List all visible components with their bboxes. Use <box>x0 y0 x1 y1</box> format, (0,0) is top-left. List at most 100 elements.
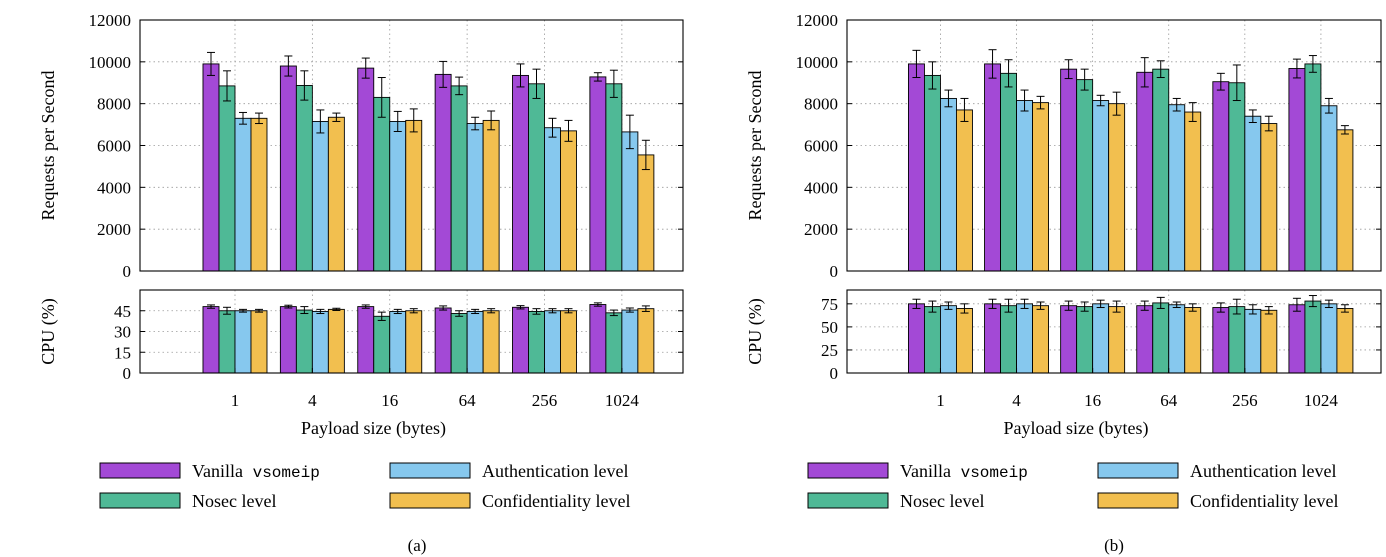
bar <box>1032 305 1049 374</box>
x-tick-label: 64 <box>459 391 477 410</box>
x-tick-label: 1 <box>231 391 240 410</box>
bar <box>389 310 407 374</box>
bar <box>560 310 577 374</box>
bar <box>279 65 297 272</box>
bar <box>1000 72 1017 272</box>
panel-label: (a) <box>408 536 427 555</box>
bar <box>637 308 655 374</box>
bar <box>1060 68 1078 272</box>
bar <box>450 313 468 374</box>
bar <box>1060 305 1078 374</box>
legend: Vanilla vsomeip Nosec level Authentication… <box>807 461 1338 511</box>
bar <box>1016 100 1033 272</box>
legend: Vanilla vsomeip Nosec level Authentication… <box>99 461 630 511</box>
bar <box>311 310 329 374</box>
x-axis-label: Payload size (bytes) <box>301 418 446 439</box>
y-tick-label: 12000 <box>89 11 132 30</box>
bar <box>1244 308 1262 374</box>
bar <box>279 306 297 374</box>
bar <box>907 63 925 272</box>
bar <box>637 154 655 272</box>
legend-label-mono: vsomeip <box>243 464 320 482</box>
bar <box>373 96 391 272</box>
legend-swatch <box>807 492 889 509</box>
bar <box>466 310 484 374</box>
legend-label: Authentication level <box>482 461 628 481</box>
bar <box>311 120 329 272</box>
legend-label-mono: vsomeip <box>951 464 1028 482</box>
y-tick-label: 0 <box>830 262 839 281</box>
legend-label: Vanilla vsomeip <box>900 461 1028 482</box>
chart-panel: 0 2000 4000 6000 8000 10000 12000 Requests per … <box>745 11 1382 555</box>
x-tick-label: 256 <box>532 391 558 410</box>
y-tick-label: 2000 <box>97 220 131 239</box>
bar <box>1136 305 1154 374</box>
bar <box>202 63 220 272</box>
bar <box>250 310 268 374</box>
bar <box>1076 306 1094 374</box>
bar <box>1108 103 1126 272</box>
bar <box>1212 307 1230 374</box>
bar <box>589 304 607 374</box>
legend-swatch <box>99 492 181 509</box>
bar <box>1108 306 1126 374</box>
bar <box>528 310 545 374</box>
x-tick-label: 256 <box>1232 391 1258 410</box>
x-tick-label: 1024 <box>1304 391 1339 410</box>
y-tick-label: 0 <box>830 364 839 383</box>
bar <box>1260 309 1278 374</box>
y-axis-label: Requests per Second <box>745 71 765 221</box>
bar <box>1184 307 1202 374</box>
bar <box>1136 71 1154 272</box>
bar <box>923 306 941 374</box>
y-axis-label: CPU (%) <box>745 298 766 365</box>
bar <box>327 308 345 374</box>
plot-frame <box>846 289 1382 374</box>
y-tick-label: 2000 <box>804 220 838 239</box>
bar <box>389 120 407 272</box>
bar <box>1336 307 1354 374</box>
bar <box>1032 102 1049 272</box>
bar <box>528 83 545 272</box>
bar <box>357 306 375 374</box>
bar <box>1288 68 1306 272</box>
bar <box>1168 304 1186 374</box>
bar <box>1092 100 1110 272</box>
legend-swatch <box>389 492 471 509</box>
y-tick-label: 8000 <box>804 95 838 114</box>
bar <box>939 97 957 272</box>
x-tick-label: 16 <box>381 391 398 410</box>
legend-label: Confidentiality level <box>482 491 630 511</box>
bar <box>1092 303 1110 374</box>
bar <box>218 310 236 374</box>
y-tick-label: 8000 <box>97 95 131 114</box>
bar <box>295 309 313 374</box>
y-tick-label: 25 <box>821 341 838 360</box>
bar <box>955 109 973 272</box>
x-tick-label: 4 <box>308 391 317 410</box>
bar <box>295 85 313 272</box>
bar <box>1000 305 1017 374</box>
legend-swatch <box>1097 462 1179 479</box>
bar <box>939 305 957 374</box>
bar <box>1184 111 1202 272</box>
bar <box>405 119 423 272</box>
bar <box>1304 300 1322 374</box>
bar <box>434 307 452 374</box>
legend-label: Authentication level <box>1190 461 1336 481</box>
bar <box>450 85 468 272</box>
bar <box>250 117 268 272</box>
bar <box>482 310 500 374</box>
legend-label: Confidentiality level <box>1190 491 1338 511</box>
plot-frame <box>139 289 684 374</box>
legend-label: Nosec level <box>900 491 984 511</box>
bar <box>1228 306 1246 374</box>
y-tick-label: 6000 <box>804 137 838 156</box>
bar <box>560 130 577 272</box>
y-tick-label: 12000 <box>796 11 839 30</box>
bar <box>466 123 484 272</box>
bar <box>1320 303 1338 374</box>
legend-swatch <box>1097 492 1179 509</box>
bar <box>621 309 639 374</box>
